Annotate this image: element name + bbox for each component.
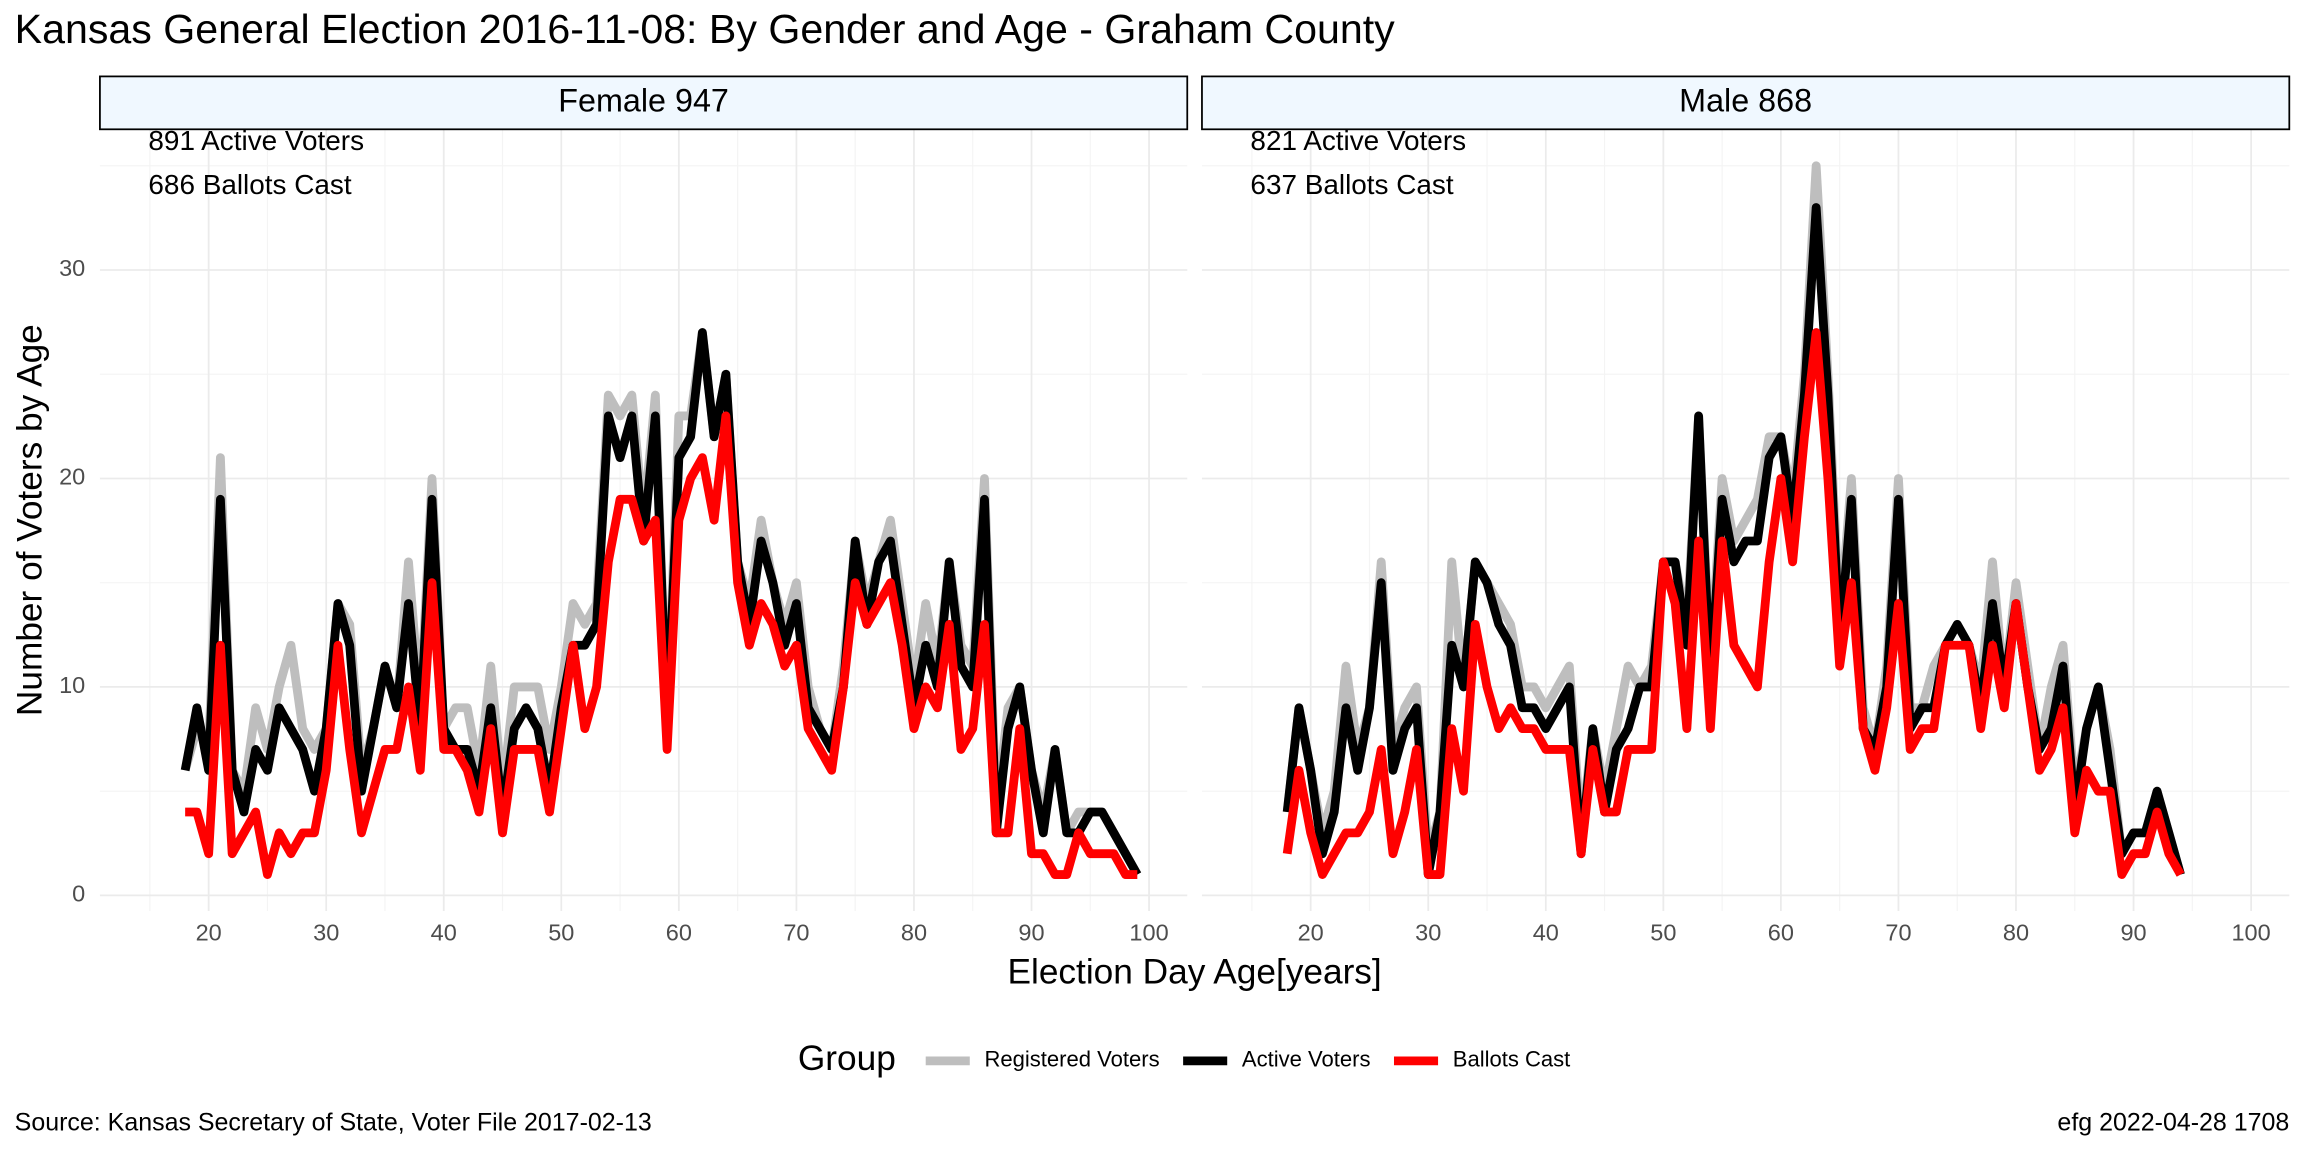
annotation: 891 Active Voters (148, 125, 364, 156)
legend-label: Registered Voters (984, 1047, 1159, 1072)
x-tick-label: 70 (783, 920, 809, 946)
facet-strip (99, 75, 1189, 131)
series-line (1282, 328, 2185, 879)
x-axis-title: Election Day Age[years] (1007, 953, 1381, 992)
legend: Registered Voters Active Voters Ballots Ca… (925, 1047, 1571, 1072)
annotation: 821 Active Voters (1250, 125, 1466, 156)
facet-title: Male 868 (1679, 82, 1812, 118)
x-tick-label: 60 (1768, 920, 1794, 946)
x-tick-label: 20 (196, 920, 222, 946)
x-tick-label: 60 (666, 920, 692, 946)
x-tick-label: 80 (901, 920, 927, 946)
legend-title: Group (798, 1039, 896, 1078)
y-tick-label: 10 (59, 672, 85, 698)
x-tick-label: 20 (1298, 920, 1324, 946)
x-tick-label: 90 (2120, 920, 2146, 946)
series-line (185, 411, 1138, 879)
facet-title: Female 947 (558, 82, 729, 118)
y-tick-label: 0 (72, 881, 85, 907)
x-tick-label: 50 (1650, 920, 1676, 946)
x-tick-label: 70 (1885, 920, 1911, 946)
panel: 20 30 40 50 60 70 80 90 100 Male 868 821 Active Vo… (1201, 75, 2291, 946)
x-tick-label: 40 (431, 920, 457, 946)
x-tick-label: 100 (1129, 920, 1168, 946)
x-tick-label: 90 (1018, 920, 1044, 946)
caption-right: efg 2022-04-28 1708 (2057, 1109, 2289, 1137)
legend-label: Active Voters (1242, 1047, 1371, 1072)
panel: 0 10 20 30 20 30 40 50 60 70 80 90 100 Female 947 891 … (59, 75, 1189, 946)
x-tick-label: 100 (2231, 920, 2270, 946)
caption-left: Source: Kansas Secretary of State, Voter… (15, 1109, 652, 1137)
facet-strip (1201, 75, 2291, 131)
annotation: 637 Ballots Cast (1250, 169, 1453, 200)
x-tick-label: 30 (313, 920, 339, 946)
x-tick-label: 80 (2003, 920, 2029, 946)
x-tick-label: 40 (1533, 920, 1559, 946)
chart-title: Kansas General Election 2016-11-08: By G… (15, 6, 1395, 52)
x-tick-label: 50 (548, 920, 574, 946)
annotation: 686 Ballots Cast (148, 169, 351, 200)
legend-label: Ballots Cast (1453, 1047, 1571, 1072)
y-axis-title: Number of Voters by Age (11, 324, 50, 716)
x-tick-label: 30 (1415, 920, 1441, 946)
y-tick-label: 20 (59, 464, 85, 490)
y-tick-label: 30 (59, 255, 85, 281)
